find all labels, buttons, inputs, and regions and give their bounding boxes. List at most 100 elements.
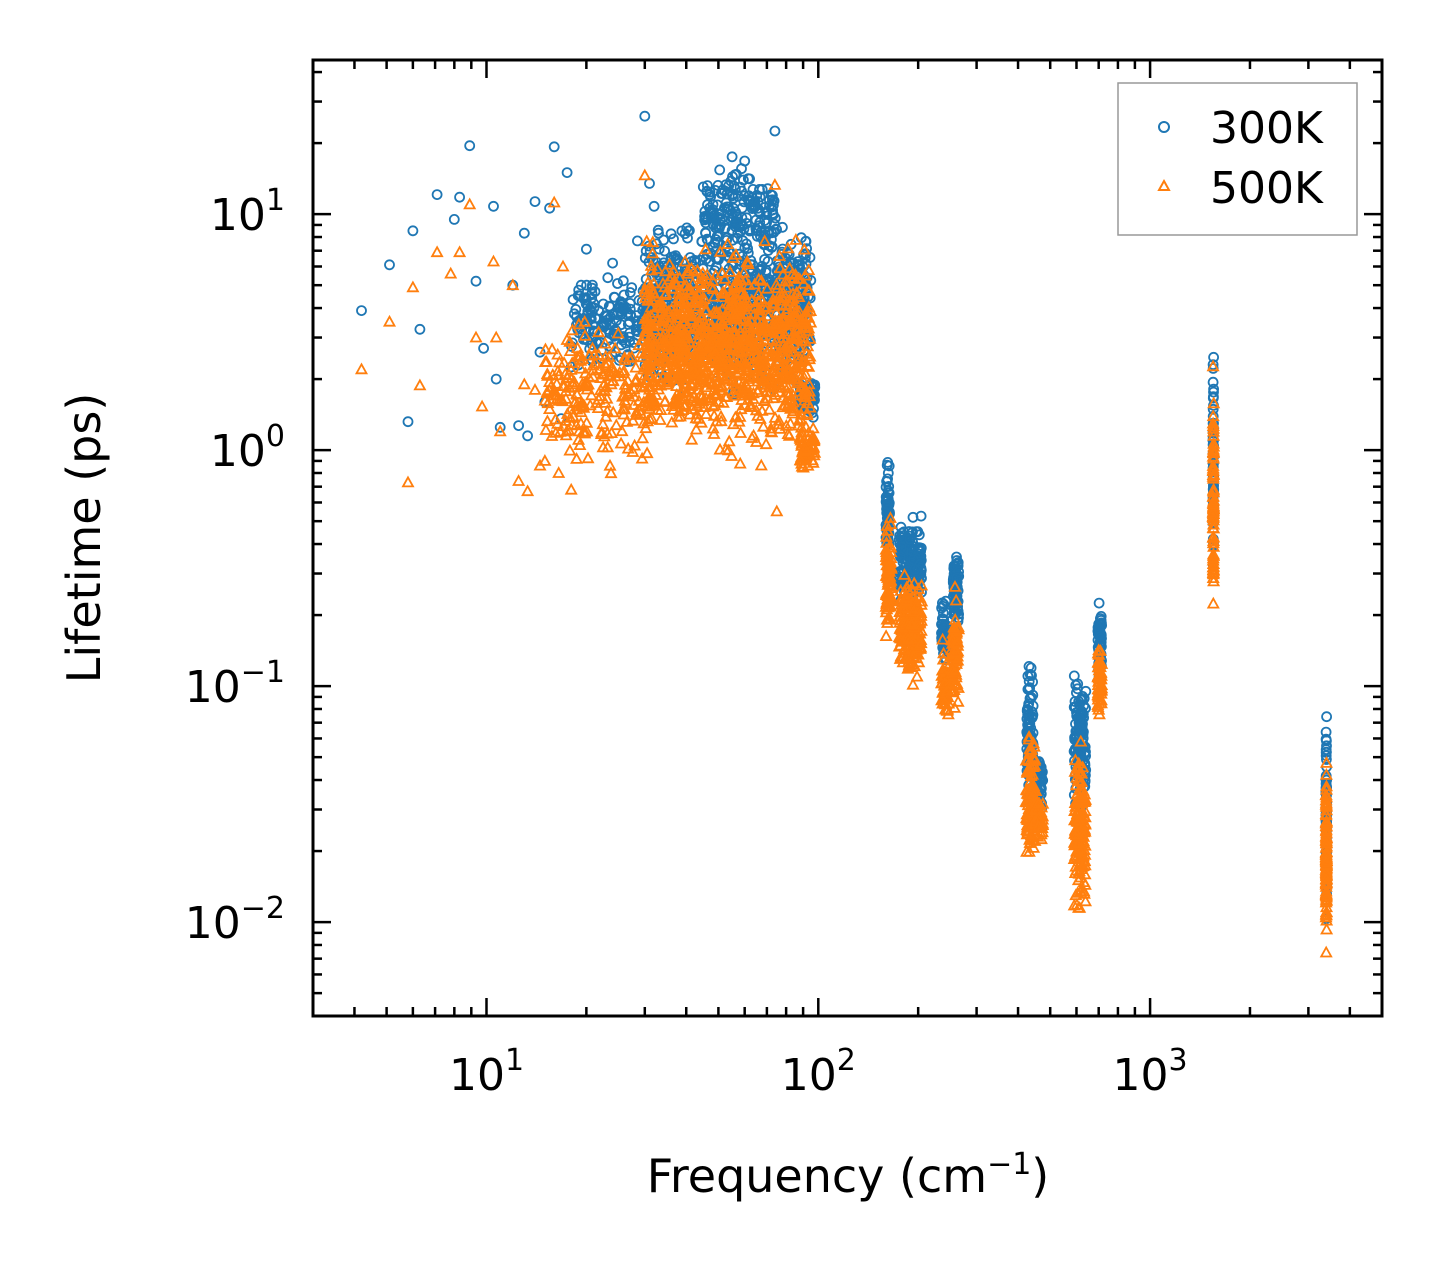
point-300k <box>699 210 710 222</box>
point-500k <box>604 426 619 439</box>
point-500k <box>776 267 790 280</box>
point-500k <box>1076 849 1090 861</box>
point-500k <box>1320 922 1334 935</box>
point-500k <box>755 323 769 336</box>
point-500k <box>1021 752 1035 765</box>
point-500k <box>721 443 735 456</box>
point-300k <box>1022 670 1034 682</box>
point-500k <box>785 314 799 327</box>
point-300k <box>448 213 460 225</box>
point-300k <box>407 225 419 237</box>
point-300k <box>731 209 742 220</box>
point-500k <box>781 385 795 398</box>
point-300k <box>719 222 731 234</box>
point-500k <box>734 402 748 415</box>
point-500k <box>1076 784 1090 796</box>
point-500k <box>754 458 768 471</box>
point-300k <box>1093 597 1105 609</box>
point-300k <box>488 200 499 212</box>
point-500k <box>946 664 960 676</box>
point-300k <box>883 487 895 499</box>
point-500k <box>475 399 489 412</box>
point-500k <box>678 397 692 410</box>
point-500k <box>786 286 800 299</box>
point-500k <box>1206 499 1220 512</box>
point-500k <box>642 392 656 405</box>
point-300k <box>679 228 691 240</box>
point-500k <box>606 365 621 378</box>
point-500k <box>880 519 894 531</box>
point-500k <box>740 255 754 268</box>
point-500k <box>1020 794 1034 806</box>
point-300k <box>709 184 721 196</box>
point-500k <box>725 295 739 307</box>
point-500k <box>897 568 912 580</box>
point-300k <box>1022 701 1034 713</box>
point-500k <box>597 429 611 442</box>
point-500k <box>947 620 961 633</box>
point-500k <box>705 327 719 340</box>
point-500k <box>644 263 659 276</box>
point-500k <box>768 349 782 362</box>
point-300k <box>625 309 636 321</box>
point-500k <box>1206 534 1221 546</box>
point-300k <box>548 141 560 153</box>
point-500k <box>692 339 706 352</box>
point-500k <box>707 427 721 439</box>
x-tick-label: 102 <box>781 1043 856 1101</box>
point-500k <box>709 307 723 319</box>
point-500k <box>901 632 915 645</box>
point-500k <box>645 340 659 353</box>
point-500k <box>766 365 780 378</box>
point-500k <box>685 432 699 445</box>
point-500k <box>756 419 770 432</box>
data-points <box>354 110 1334 958</box>
point-300k <box>952 560 964 572</box>
point-300k <box>689 254 700 266</box>
point-500k <box>791 271 805 284</box>
point-300k <box>617 331 629 342</box>
point-500k <box>1077 887 1091 899</box>
point-500k <box>795 321 809 334</box>
point-500k <box>714 383 728 396</box>
point-500k <box>645 411 659 424</box>
point-500k <box>687 294 701 307</box>
point-500k <box>762 402 776 415</box>
point-500k <box>791 361 805 373</box>
point-500k <box>594 427 608 440</box>
point-500k <box>647 398 661 411</box>
point-500k <box>551 347 565 360</box>
point-300k <box>676 225 688 237</box>
point-300k <box>913 529 925 541</box>
point-500k <box>1319 767 1333 780</box>
point-500k <box>557 379 571 392</box>
point-500k <box>884 545 898 558</box>
point-500k <box>658 264 672 277</box>
point-500k <box>684 261 698 274</box>
point-500k <box>1319 793 1333 806</box>
point-500k <box>1319 905 1334 917</box>
point-300k <box>1321 711 1332 723</box>
point-500k <box>743 325 757 338</box>
point-500k <box>671 409 685 422</box>
point-500k <box>599 409 613 422</box>
point-300k <box>575 279 587 291</box>
point-300k <box>727 171 738 183</box>
point-300k <box>1073 705 1085 716</box>
point-500k <box>915 594 929 607</box>
point-500k <box>489 330 503 343</box>
point-500k <box>901 584 915 596</box>
point-500k <box>795 439 809 451</box>
point-500k <box>649 377 663 390</box>
point-500k <box>1206 531 1220 543</box>
point-300k <box>754 208 766 220</box>
point-500k <box>1027 739 1041 752</box>
point-500k <box>565 356 579 369</box>
point-300k <box>529 196 541 208</box>
point-500k <box>626 445 640 457</box>
point-500k <box>713 244 727 257</box>
x-tick-labels: 101 102 103 <box>449 1043 1188 1101</box>
point-500k <box>573 348 588 361</box>
point-500k <box>1091 682 1105 695</box>
